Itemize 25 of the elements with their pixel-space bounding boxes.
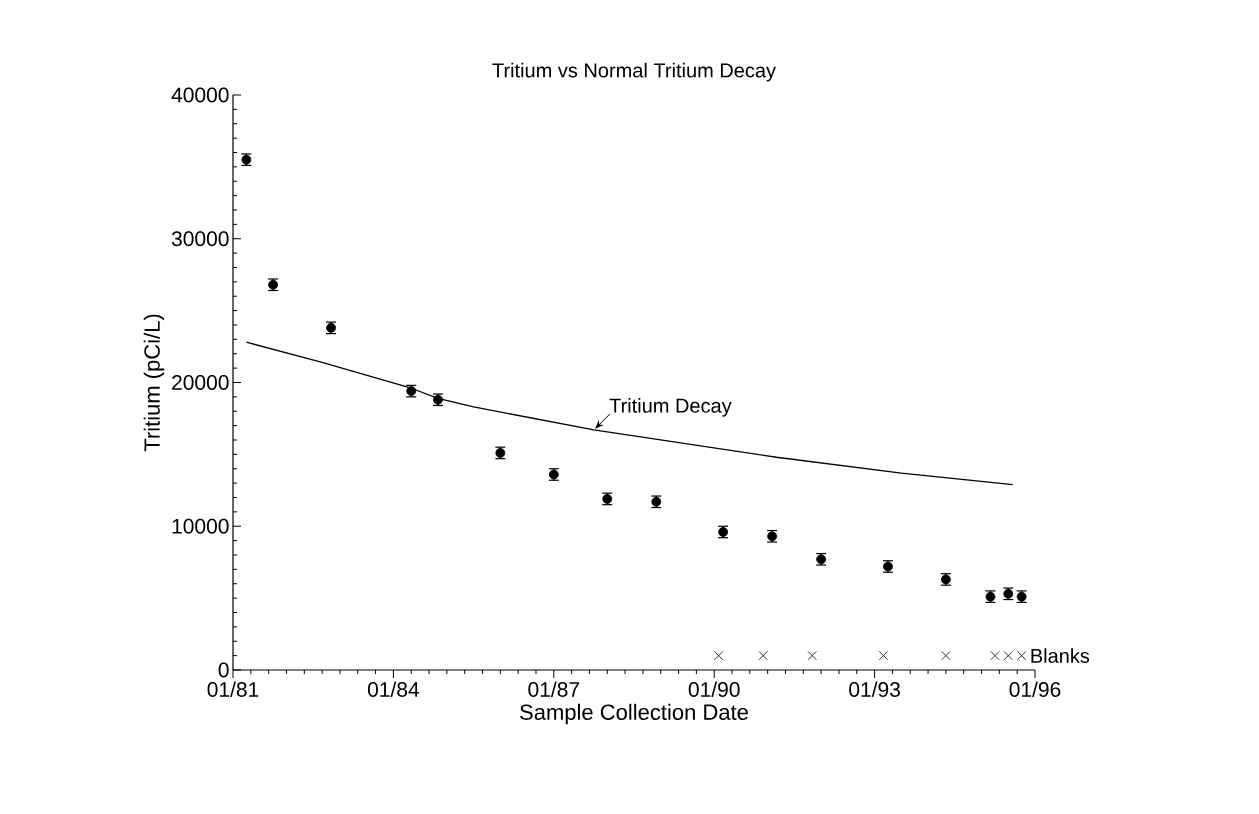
point (878, 650, 889, 661)
series-label: Blanks (1031, 648, 1090, 663)
annotation: Tritium Decay (609, 398, 732, 417)
point (758, 650, 768, 661)
y-tick-label: 30000 (171, 231, 229, 247)
y-axis-title: Tritium (pCi/L) (143, 314, 165, 452)
line-series (245, 341, 1014, 486)
y-tick-label: 20000 (172, 375, 229, 390)
point (714, 650, 724, 661)
x-tick-label: 01/87 (528, 681, 580, 697)
x-tick-label: 01/84 (367, 681, 420, 697)
x-tick-label: 01/96 (1009, 681, 1061, 697)
y-tick-label: 0 (218, 662, 229, 678)
point (941, 650, 951, 661)
y-tick-label: 10000 (172, 518, 229, 534)
point (1003, 650, 1013, 661)
point (807, 650, 817, 661)
x-axis-title: Sample Collection Date (520, 703, 748, 725)
x-tick-label: 01/93 (849, 681, 900, 697)
point (990, 650, 1000, 661)
point (1016, 650, 1027, 661)
x-tick-label: 01/81 (207, 681, 259, 697)
x-tick-label: 01/90 (688, 681, 740, 697)
y-tick-label: 40000 (171, 87, 229, 103)
chart-title: Tritium vs Normal Tritium Decay (492, 62, 776, 82)
